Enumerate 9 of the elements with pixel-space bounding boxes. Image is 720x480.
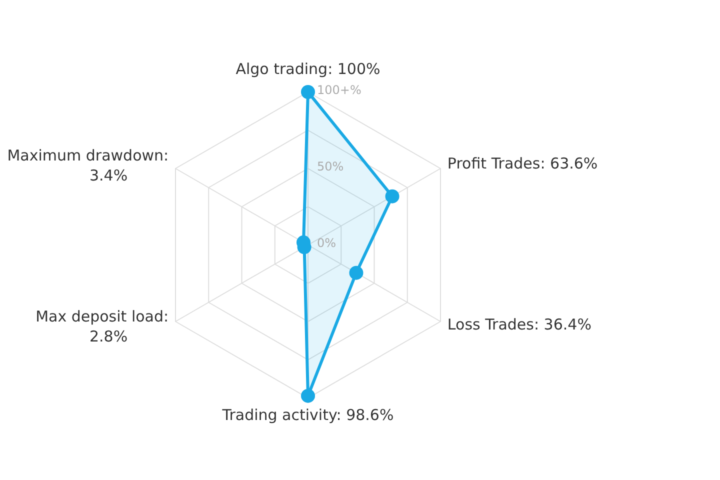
y-tick-label: 100+% <box>317 83 362 97</box>
spoke-label: Loss Trades: 36.4% <box>447 316 592 334</box>
spoke-label: Profit Trades: 63.6% <box>447 154 598 172</box>
spoke-label: Max deposit load: 2.8% <box>36 308 169 346</box>
spoke-label: Trading activity: 98.6% <box>221 406 394 424</box>
spoke-label: Maximum drawdown: 3.4% <box>7 146 169 184</box>
y-tick-label: 50% <box>317 160 344 174</box>
spoke-label: Algo trading: 100% <box>236 60 380 78</box>
y-tick-label: 0% <box>317 236 336 250</box>
